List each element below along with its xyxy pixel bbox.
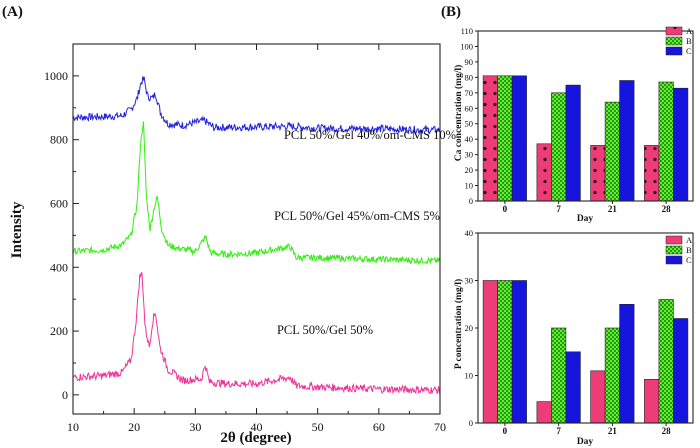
ca-x-axis-label: Day [577, 214, 594, 224]
y-tick-label: 10 [465, 371, 474, 381]
p-x-axis-label: Day [577, 437, 594, 447]
bar-c-day-28 [673, 318, 689, 424]
series-label: PCL 50%/Gel 40%/om-CMS 10% [284, 128, 456, 142]
category-label: 21 [608, 426, 618, 436]
y-tick-label: 0 [469, 196, 473, 206]
y-tick-label: 80 [465, 72, 474, 82]
bar-b-day-28 [658, 299, 674, 424]
bar-c-day-7 [565, 351, 581, 424]
bar-b-day-7 [551, 92, 567, 202]
y-tick-label: 20 [465, 323, 474, 333]
bar-a-day-28 [644, 378, 660, 424]
y-tick-label: 60 [465, 103, 474, 113]
series-label: PCL 50%/Gel 45%/om-CMS 5% [274, 209, 440, 223]
xrd-series-line [72, 76, 441, 135]
panel-a: (A) Intensity 2θ (degree) PCL 50%/Gel 40… [2, 4, 456, 446]
bar-a-day-0 [482, 280, 498, 424]
bar-a-day-0 [482, 75, 498, 202]
legend-label-a: A [686, 235, 693, 245]
y-tick-label: 70 [465, 88, 474, 98]
bar-b-day-28 [658, 81, 674, 202]
y-tick-label: 100 [460, 41, 473, 51]
legend-label-c: C [686, 255, 692, 265]
category-label: 0 [503, 426, 508, 436]
category-label: 7 [556, 204, 561, 214]
legend-label-a: A [686, 26, 693, 36]
legend-swatch-c [665, 46, 683, 56]
xrd-series-line [72, 121, 441, 265]
y-tick-label: 90 [465, 57, 474, 67]
category-label: 28 [662, 204, 672, 214]
category-label: 7 [556, 426, 561, 436]
bar-c-day-0 [511, 75, 527, 202]
legend-swatch-b [665, 36, 683, 46]
legend-label-b: B [686, 36, 692, 46]
x-tick-label: 70 [434, 420, 446, 434]
bar-a-day-7 [536, 143, 552, 202]
panel-a-frame [72, 43, 441, 415]
panel-b-label: (B) [441, 4, 461, 20]
y-tick-label: 0 [62, 388, 68, 402]
bar-b-day-21 [604, 101, 620, 202]
y-tick-label: 20 [465, 165, 474, 175]
category-label: 0 [503, 204, 508, 214]
bar-a-day-21 [590, 370, 606, 424]
bar-frame [477, 30, 694, 202]
xrd-series-line [72, 271, 441, 395]
p-plot-area: 0 7 21 28 0 10 20 30 40 ABC [465, 228, 694, 436]
ca-y-axis-label: Ca concentration (mg/l) [453, 65, 464, 162]
panel-a-plot-area: PCL 50%/Gel 40%/om-CMS 10% PCL 50%/Gel 45… [44, 43, 456, 434]
x-tick-label: 30 [189, 420, 201, 434]
bar-b-day-7 [551, 327, 567, 424]
legend-swatch-b [665, 245, 683, 255]
bar-a-day-28 [644, 145, 660, 202]
legend-swatch-c [665, 255, 683, 265]
bar-c-day-0 [511, 280, 527, 424]
panel-b-phosphorus: P concentration (mg/l) Day 0 7 21 28 0 10 20 30… [453, 228, 694, 447]
x-tick-label: 60 [373, 420, 385, 434]
bar-b-day-0 [497, 280, 513, 424]
category-label: 28 [662, 426, 672, 436]
bar-b-day-21 [604, 327, 620, 424]
bar-c-day-28 [673, 87, 689, 202]
panel-a-x-axis-label: 2θ (degree) [220, 430, 291, 446]
series-label: PCL 50%/Gel 50% [277, 323, 373, 337]
legend-label-c: C [686, 46, 692, 56]
x-tick-label: 20 [128, 420, 140, 434]
x-tick-label: 10 [67, 420, 79, 434]
y-tick-label: 50 [465, 119, 474, 129]
ca-plot-area: 0 7 21 28 0 10 20 30 40 50 60 70 80 90 100 110 ABC [460, 26, 694, 214]
y-tick-label: 400 [50, 260, 68, 274]
y-tick-label: 10 [465, 181, 474, 191]
y-tick-label: 40 [465, 134, 474, 144]
y-tick-label: 110 [461, 26, 473, 36]
bar-c-day-21 [619, 303, 635, 424]
y-tick-label: 30 [465, 276, 474, 286]
y-tick-label: 0 [469, 418, 473, 428]
y-tick-label: 800 [50, 133, 68, 147]
legend-swatch-a [665, 26, 683, 36]
panel-b-calcium: (B) Ca concentration (mg/l) Day 0 7 21 28 0 1… [441, 4, 694, 224]
category-label: 21 [608, 204, 618, 214]
bar-b-day-0 [497, 75, 513, 202]
legend-swatch-a [665, 235, 683, 245]
bar-c-day-21 [619, 80, 635, 202]
x-tick-label: 40 [251, 420, 263, 434]
y-tick-label: 40 [465, 228, 474, 238]
bar-a-day-7 [536, 401, 552, 424]
y-tick-label: 200 [50, 324, 68, 338]
y-tick-label: 30 [465, 150, 474, 160]
p-y-axis-label: P concentration (mg/l) [453, 279, 464, 369]
x-tick-label: 50 [312, 420, 324, 434]
panel-a-label: (A) [2, 4, 23, 20]
y-tick-label: 1000 [44, 69, 68, 83]
legend-label-b: B [686, 245, 692, 255]
y-tick-label: 600 [50, 196, 68, 210]
bar-c-day-7 [565, 84, 581, 202]
panel-a-y-axis-label: Intensity [9, 201, 25, 258]
bar-a-day-21 [590, 145, 606, 202]
